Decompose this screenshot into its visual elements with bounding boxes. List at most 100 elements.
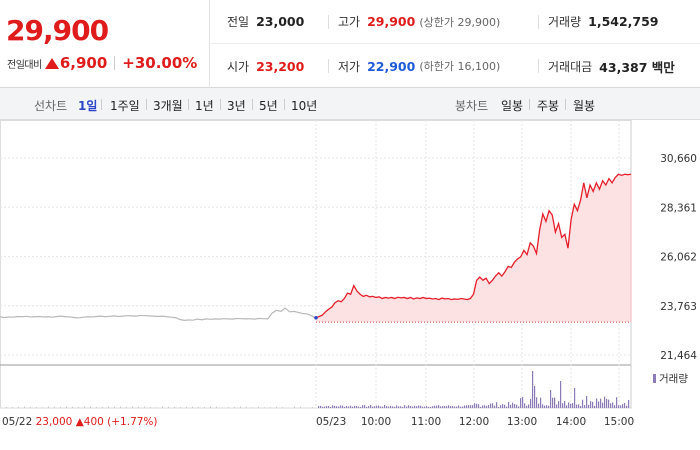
divider [252,99,253,110]
candle-chart-label: 봉차트 [455,99,489,113]
volume-bar [546,405,548,408]
divider [538,59,539,73]
volume-bar [530,398,532,408]
volume-bar [478,404,480,408]
divider [101,99,102,110]
volume-bar [604,396,606,408]
period-5y-button[interactable]: 5년 [259,99,278,113]
candle-weekly-button[interactable]: 주봉 [537,99,560,113]
volume-bar [162,406,163,408]
prev-day-close: 23,000 [36,416,76,428]
volume-bar [288,407,289,408]
x-tick-label: 15:00 [604,416,634,428]
price-summary: 29,900 전일대비 6,900 +30.00% [0,0,210,88]
prev-close-value: 23,000 [256,14,305,29]
volume-bar [258,406,259,408]
volume-bar [584,405,586,408]
volume-bar [348,406,350,408]
volume-bar [402,406,404,408]
volume-bar [506,406,508,408]
volume-bar [6,406,7,408]
period-1w-button[interactable]: 1주일 [110,99,140,113]
open-label: 시가 [227,59,250,74]
volume-bar [322,406,324,408]
volume-bar [36,406,37,408]
volume-bar [374,406,376,408]
amount-label: 거래대금 [548,59,593,74]
period-1d-button[interactable]: 1일 [78,99,98,113]
divider [538,14,539,29]
prev-day-line [0,307,317,321]
volume-bar [500,405,502,408]
intraday-price-chart[interactable]: 30,660 28,361 26,062 23,763 21,464 거래량 05/22… [0,120,700,450]
volume-bar [72,406,73,408]
volume-bar [538,403,540,408]
volume-bar [528,404,530,408]
volume-bar [476,403,478,408]
volume-bar [382,406,384,408]
volume-bar [394,406,396,408]
volume-bar [378,405,380,408]
volume-bar [566,405,568,408]
volume-bar [458,405,460,408]
volume-bar [156,407,157,408]
high-cell: 고가 29,900 (상한가 29,900) [338,13,500,30]
volume-bar [440,406,442,408]
divider [328,14,329,29]
period-3m-button[interactable]: 3개월 [153,99,183,113]
volume-bar [144,406,145,408]
open-value: 23,200 [256,58,305,74]
volume-bar [186,406,187,408]
volume-bar [548,405,550,408]
volume-bar [580,405,582,408]
volume-bar [418,405,420,408]
volume-legend-label: 거래량 [659,373,688,385]
chart-period-bar: 선차트 1일 1주일 3개월 1년 3년 5년 10년 봉차트 일봉 주봉 월봉 [0,88,700,120]
volume-bar [422,406,424,408]
volume-bar [174,406,175,408]
volume-bar [334,405,336,408]
volume-bar [234,406,235,408]
low-cell: 저가 22,900 (하한가 16,100) [338,58,500,75]
line-chart-label: 선차트 [34,99,68,113]
low-value: 22,900 [367,58,416,74]
volume-bar [360,406,362,408]
volume-bar [368,406,370,408]
candle-daily-button[interactable]: 일봉 [501,99,524,113]
today-area [316,174,631,323]
volume-bar [510,404,512,408]
volume-bar [294,406,295,408]
volume-bar [416,406,418,408]
volume-bar [464,405,466,408]
period-10y-button[interactable]: 10년 [291,99,318,113]
volume-bar [380,406,382,408]
prev-close-cell: 전일 23,000 [227,13,304,30]
change-rate: +30.00% [122,54,198,72]
volume-bar [132,406,133,408]
volume-bar [560,381,562,408]
y-tick-label: 28,361 [660,202,697,214]
volume-bar [550,390,552,408]
current-price: 29,900 [6,14,109,47]
period-3y-button[interactable]: 3년 [227,99,246,113]
volume-label: 거래량 [548,15,582,29]
volume-bar [574,388,576,408]
volume-bar [456,406,458,408]
volume-bar [406,406,408,408]
volume-bar [12,407,13,408]
volume-bar [516,404,518,408]
volume-bar [396,405,398,408]
volume-bar [454,406,456,408]
volume-bar [192,406,193,408]
volume-bar [598,401,600,408]
volume-bar [588,404,590,408]
volume-bar [84,406,85,408]
divider [146,99,147,110]
volume-bar [344,406,346,408]
period-1y-button[interactable]: 1년 [195,99,214,113]
volume-bar [490,403,492,408]
candle-monthly-button[interactable]: 월봉 [573,99,596,113]
volume-bar [24,406,25,408]
volume-bar [466,405,468,408]
volume-bar [428,406,430,408]
